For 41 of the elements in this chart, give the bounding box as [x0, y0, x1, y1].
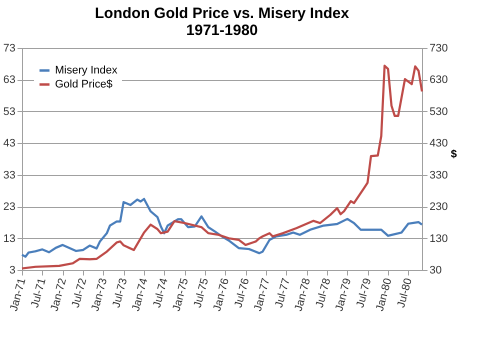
y-tick-label: 33: [3, 169, 16, 182]
x-tick-label: Jul-75: [192, 276, 212, 309]
legend-label: Misery Index: [55, 64, 118, 76]
y-tick-label: 63: [3, 74, 16, 86]
x-tick-label: Jan-77: [252, 276, 272, 313]
y2-tick-label: 330: [430, 169, 448, 182]
x-tick-label: Jan-73: [89, 276, 110, 313]
x-tick-label: Jul-73: [110, 276, 130, 309]
x-tick-label: Jul-78: [314, 276, 334, 309]
y-tick-label: 13: [3, 232, 16, 245]
x-tick-label: Jul-76: [232, 276, 252, 309]
y2-tick-label: 130: [430, 232, 448, 245]
x-tick-label: Jan-72: [48, 276, 69, 313]
y-tick-label: 3: [9, 264, 16, 276]
x-tick-label: Jan-71: [8, 276, 28, 313]
legend-label: Gold Price$: [55, 78, 112, 90]
x-tick-label: Jul-77: [273, 276, 293, 309]
x-tick-label: Jan-79: [333, 276, 354, 313]
x-tick-label: Jan-78: [292, 276, 314, 313]
y2-tick-label: 230: [430, 201, 448, 214]
y2-tick-label: 730: [430, 42, 448, 54]
x-tick-label: Jul-74: [151, 276, 170, 309]
x-tick-label: Jul-80: [395, 276, 415, 309]
x-tick-label: Jul-79: [354, 276, 374, 309]
x-tick-label: Jul-71: [29, 276, 48, 309]
y-tick-label: 53: [3, 106, 16, 118]
y2-tick-label: 30: [430, 264, 442, 276]
chart-title: London Gold Price vs. Misery Index: [94, 5, 350, 22]
y2-axis-title: $: [450, 148, 457, 160]
x-tick-label: Jul-72: [70, 276, 90, 309]
y-tick-label: 43: [3, 138, 16, 150]
x-tick-label: Jan-76: [211, 276, 232, 313]
y2-tick-label: 430: [430, 138, 448, 150]
x-tick-label: Jan-75: [170, 276, 191, 313]
y2-tick-label: 630: [430, 74, 448, 86]
x-tick-label: Jan-80: [374, 276, 394, 313]
y2-tick-label: 530: [430, 106, 448, 118]
y-tick-label: 73: [3, 42, 16, 54]
chart-subtitle: 1971-1980: [186, 22, 258, 39]
y-tick-label: 23: [3, 201, 16, 214]
x-tick-label: Jan-74: [130, 276, 150, 313]
